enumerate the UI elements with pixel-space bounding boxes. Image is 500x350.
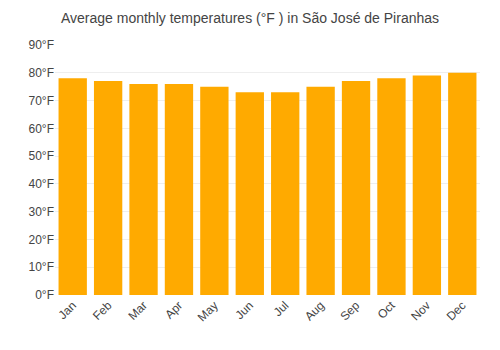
svg-text:80°F: 80°F: [29, 66, 54, 80]
svg-text:30°F: 30°F: [29, 205, 54, 219]
svg-text:Dec: Dec: [444, 298, 469, 323]
svg-text:Mar: Mar: [125, 298, 150, 323]
svg-text:Jan: Jan: [55, 298, 79, 322]
svg-text:Jul: Jul: [271, 298, 292, 319]
svg-text:Aug: Aug: [302, 298, 327, 323]
svg-text:90°F: 90°F: [29, 38, 54, 52]
svg-text:Nov: Nov: [408, 298, 433, 323]
svg-text:10°F: 10°F: [29, 260, 54, 274]
svg-text:Apr: Apr: [162, 298, 185, 321]
svg-text:0°F: 0°F: [35, 288, 54, 302]
svg-text:20°F: 20°F: [29, 233, 54, 247]
svg-text:Average monthly temperatures (: Average monthly temperatures (°F ) in Sã…: [61, 10, 439, 26]
svg-text:Jun: Jun: [233, 298, 257, 322]
svg-text:May: May: [195, 298, 221, 324]
svg-text:40°F: 40°F: [29, 177, 54, 191]
svg-text:50°F: 50°F: [29, 149, 54, 163]
svg-text:Oct: Oct: [375, 298, 399, 322]
svg-text:70°F: 70°F: [29, 94, 54, 108]
svg-text:60°F: 60°F: [29, 122, 54, 136]
svg-text:Sep: Sep: [337, 298, 362, 323]
svg-text:Feb: Feb: [90, 298, 115, 323]
